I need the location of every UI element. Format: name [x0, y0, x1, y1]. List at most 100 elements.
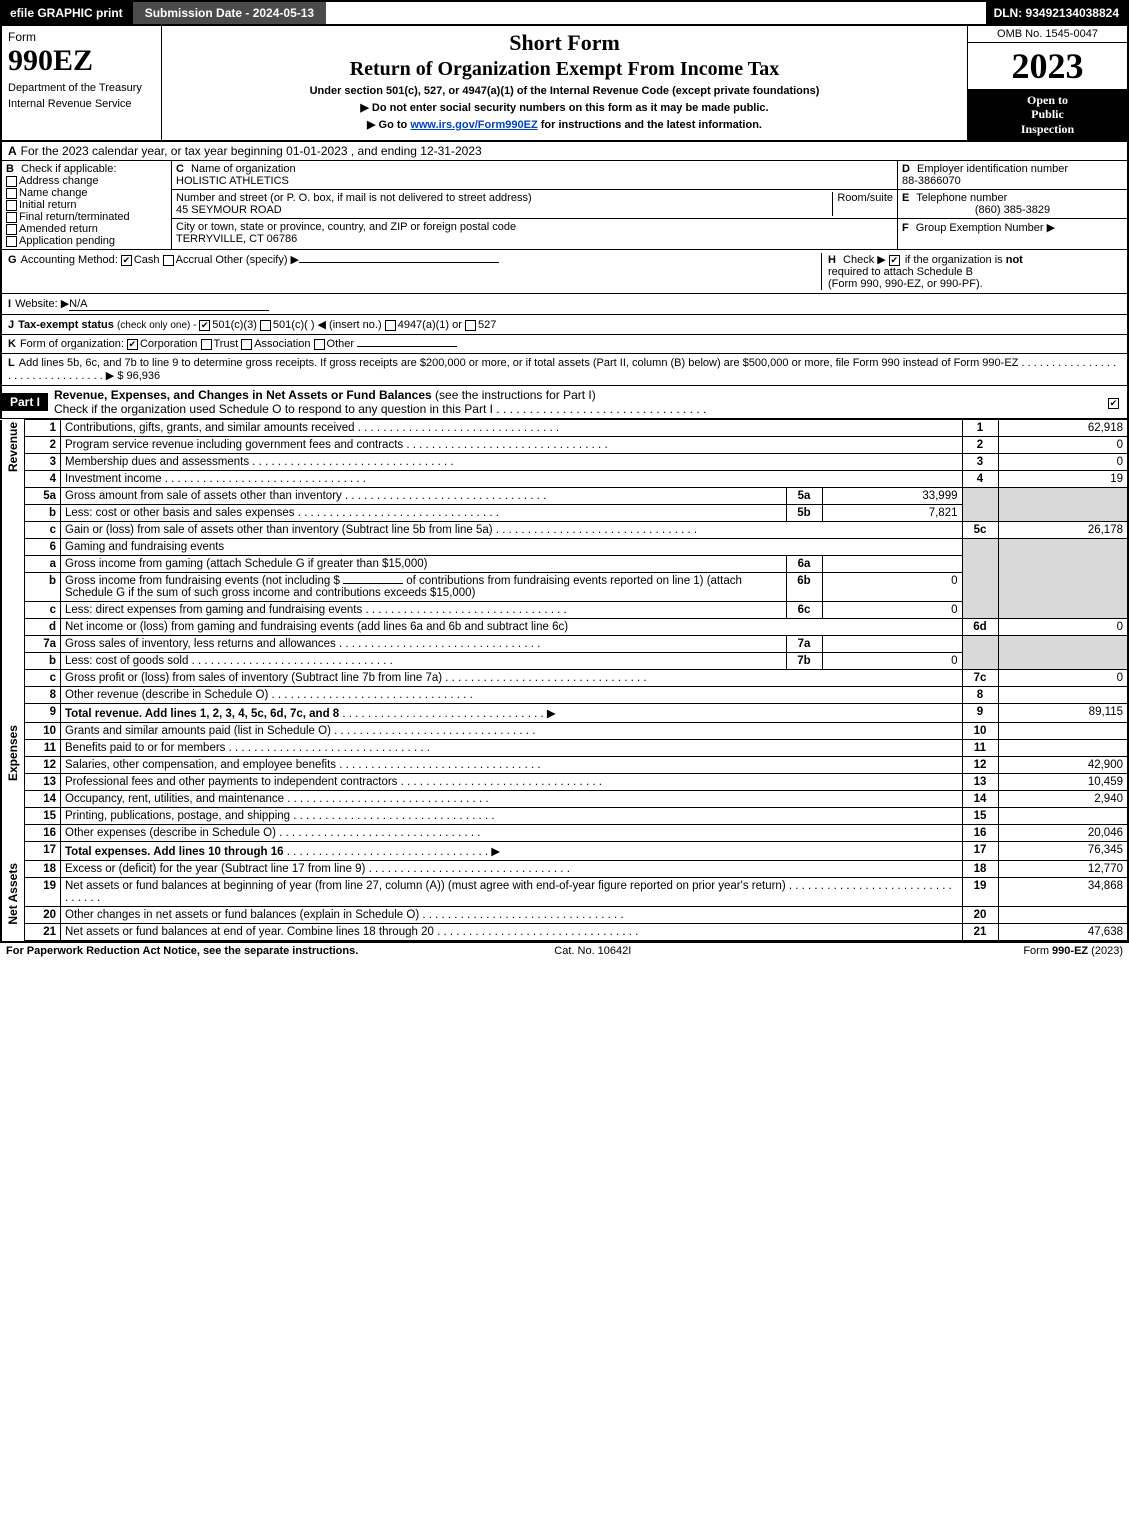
r2-amt: 0: [998, 437, 1128, 454]
r7a-iamt: [822, 636, 962, 653]
line-j: JTax-exempt status (check only one) - ✔5…: [0, 315, 1129, 335]
r21-amt: 47,638: [998, 924, 1128, 941]
check-501c[interactable]: [260, 320, 271, 331]
r10-num: 10: [25, 723, 61, 740]
check-trust[interactable]: [201, 339, 212, 350]
box-b-title: Check if applicable:: [21, 163, 116, 175]
check-4947[interactable]: [385, 320, 396, 331]
r8-amt: [998, 687, 1128, 704]
line-i: IWebsite: ▶N/A: [0, 294, 1129, 315]
open-line3: Inspection: [970, 122, 1125, 136]
phone-value: (860) 385-3829: [902, 204, 1123, 216]
letter-k: K: [8, 338, 16, 350]
box-f-arrow: ▶: [1047, 222, 1055, 234]
r13-num: 13: [25, 774, 61, 791]
row-5b: b Less: cost or other basis and sales ex…: [1, 505, 1128, 522]
line-l-amount: $ 96,936: [117, 370, 160, 382]
short-form-title: Short Form: [166, 30, 963, 56]
check-initial-return[interactable]: Initial return: [6, 199, 167, 211]
row-7b: b Less: cost of goods sold 7b 0: [1, 653, 1128, 670]
opt-other: Other (specify) ▶: [215, 254, 299, 266]
line-h-post2: (Form 990, 990-EZ, or 990-PF).: [828, 278, 983, 290]
r19-num: 19: [25, 878, 61, 907]
line-j-label: Tax-exempt status: [18, 319, 114, 331]
letter-f: F: [902, 222, 909, 234]
r7c-num: c: [25, 670, 61, 687]
box-f-label: Group Exemption Number: [916, 222, 1044, 234]
letter-l: L: [8, 357, 15, 369]
r21-ref: 21: [962, 924, 998, 941]
open-inspection-box: Open to Public Inspection: [968, 89, 1127, 140]
financial-table: Revenue 1 Contributions, gifts, grants, …: [0, 419, 1129, 941]
r17-num: 17: [25, 842, 61, 861]
r5a-iref: 5a: [786, 488, 822, 505]
check-schedule-o[interactable]: ✔: [1108, 398, 1119, 409]
check-other-org[interactable]: [314, 339, 325, 350]
check-501c3[interactable]: ✔: [199, 320, 210, 331]
check-amended-return[interactable]: Amended return: [6, 223, 167, 235]
r12-text: Salaries, other compensation, and employ…: [65, 759, 336, 771]
r7b-iref: 7b: [786, 653, 822, 670]
part-1-bar: Part I: [2, 393, 48, 411]
letter-g: G: [8, 254, 17, 266]
row-16: 16Other expenses (describe in Schedule O…: [1, 825, 1128, 842]
check-name-change[interactable]: Name change: [6, 187, 167, 199]
check-accrual[interactable]: [163, 255, 174, 266]
check-address-change[interactable]: Address change: [6, 175, 167, 187]
r12-ref: 12: [962, 757, 998, 774]
r16-num: 16: [25, 825, 61, 842]
r2-ref: 2: [962, 437, 998, 454]
r6a-text: Gross income from gaming (attach Schedul…: [61, 556, 787, 573]
line-k: KForm of organization: ✔Corporation Trus…: [0, 335, 1129, 354]
r21-text: Net assets or fund balances at end of ye…: [65, 926, 434, 938]
r6b-iamt: 0: [822, 573, 962, 602]
row-17: 17Total expenses. Add lines 10 through 1…: [1, 842, 1128, 861]
box-e-label: Telephone number: [916, 192, 1007, 204]
r20-ref: 20: [962, 907, 998, 924]
check-association[interactable]: [241, 339, 252, 350]
footer-left: For Paperwork Reduction Act Notice, see …: [6, 945, 358, 957]
row-6a: a Gross income from gaming (attach Sched…: [1, 556, 1128, 573]
r3-amt: 0: [998, 454, 1128, 471]
row-9: 9 Total revenue. Add lines 1, 2, 3, 4, 5…: [1, 704, 1128, 723]
r6c-text: Less: direct expenses from gaming and fu…: [65, 604, 362, 616]
sub3-pre: ▶ Go to: [367, 119, 410, 131]
opt-4947: 4947(a)(1) or: [398, 319, 462, 331]
row-10: Expenses 10 Grants and similar amounts p…: [1, 723, 1128, 740]
r6a-iamt: [822, 556, 962, 573]
tax-year: 2023: [968, 43, 1127, 89]
r1-ref: 1: [962, 420, 998, 437]
efile-label[interactable]: efile GRAPHIC print: [2, 2, 131, 24]
r14-amt: 2,940: [998, 791, 1128, 808]
check-final-return[interactable]: Final return/terminated: [6, 211, 167, 223]
irs-link[interactable]: www.irs.gov/Form990EZ: [410, 119, 537, 131]
check-h[interactable]: ✔: [889, 255, 900, 266]
r7a-iref: 7a: [786, 636, 822, 653]
row-21: 21 Net assets or fund balances at end of …: [1, 924, 1128, 941]
r4-text: Investment income: [65, 473, 162, 485]
form-word: Form: [8, 30, 155, 44]
letter-c: C: [176, 163, 184, 175]
r17-amt: 76,345: [998, 842, 1128, 861]
r7a-num: 7a: [25, 636, 61, 653]
letter-e: E: [902, 192, 909, 204]
check-application-pending[interactable]: Application pending: [6, 235, 167, 247]
check-corporation[interactable]: ✔: [127, 339, 138, 350]
row-2: 2 Program service revenue including gove…: [1, 437, 1128, 454]
row-6b: b Gross income from fundraising events (…: [1, 573, 1128, 602]
row-14: 14Occupancy, rent, utilities, and mainte…: [1, 791, 1128, 808]
check-527[interactable]: [465, 320, 476, 331]
line-j-note: (check only one) -: [117, 320, 199, 331]
r10-amt: [998, 723, 1128, 740]
opt-501c: 501(c)( ) ◀ (insert no.): [273, 319, 382, 331]
side-revenue: Revenue: [6, 422, 20, 472]
check-cash[interactable]: ✔: [121, 255, 132, 266]
line-l-text: Add lines 5b, 6c, and 7b to line 9 to de…: [19, 357, 1019, 369]
opt-501c3: 501(c)(3): [212, 319, 257, 331]
r10-text: Grants and similar amounts paid (list in…: [65, 725, 331, 737]
r16-ref: 16: [962, 825, 998, 842]
r6b-text1: Gross income from fundraising events (no…: [65, 575, 340, 587]
line-i-label: Website: ▶: [15, 298, 69, 310]
r9-text: Total revenue. Add lines 1, 2, 3, 4, 5c,…: [65, 708, 339, 720]
row-8: 8 Other revenue (describe in Schedule O)…: [1, 687, 1128, 704]
